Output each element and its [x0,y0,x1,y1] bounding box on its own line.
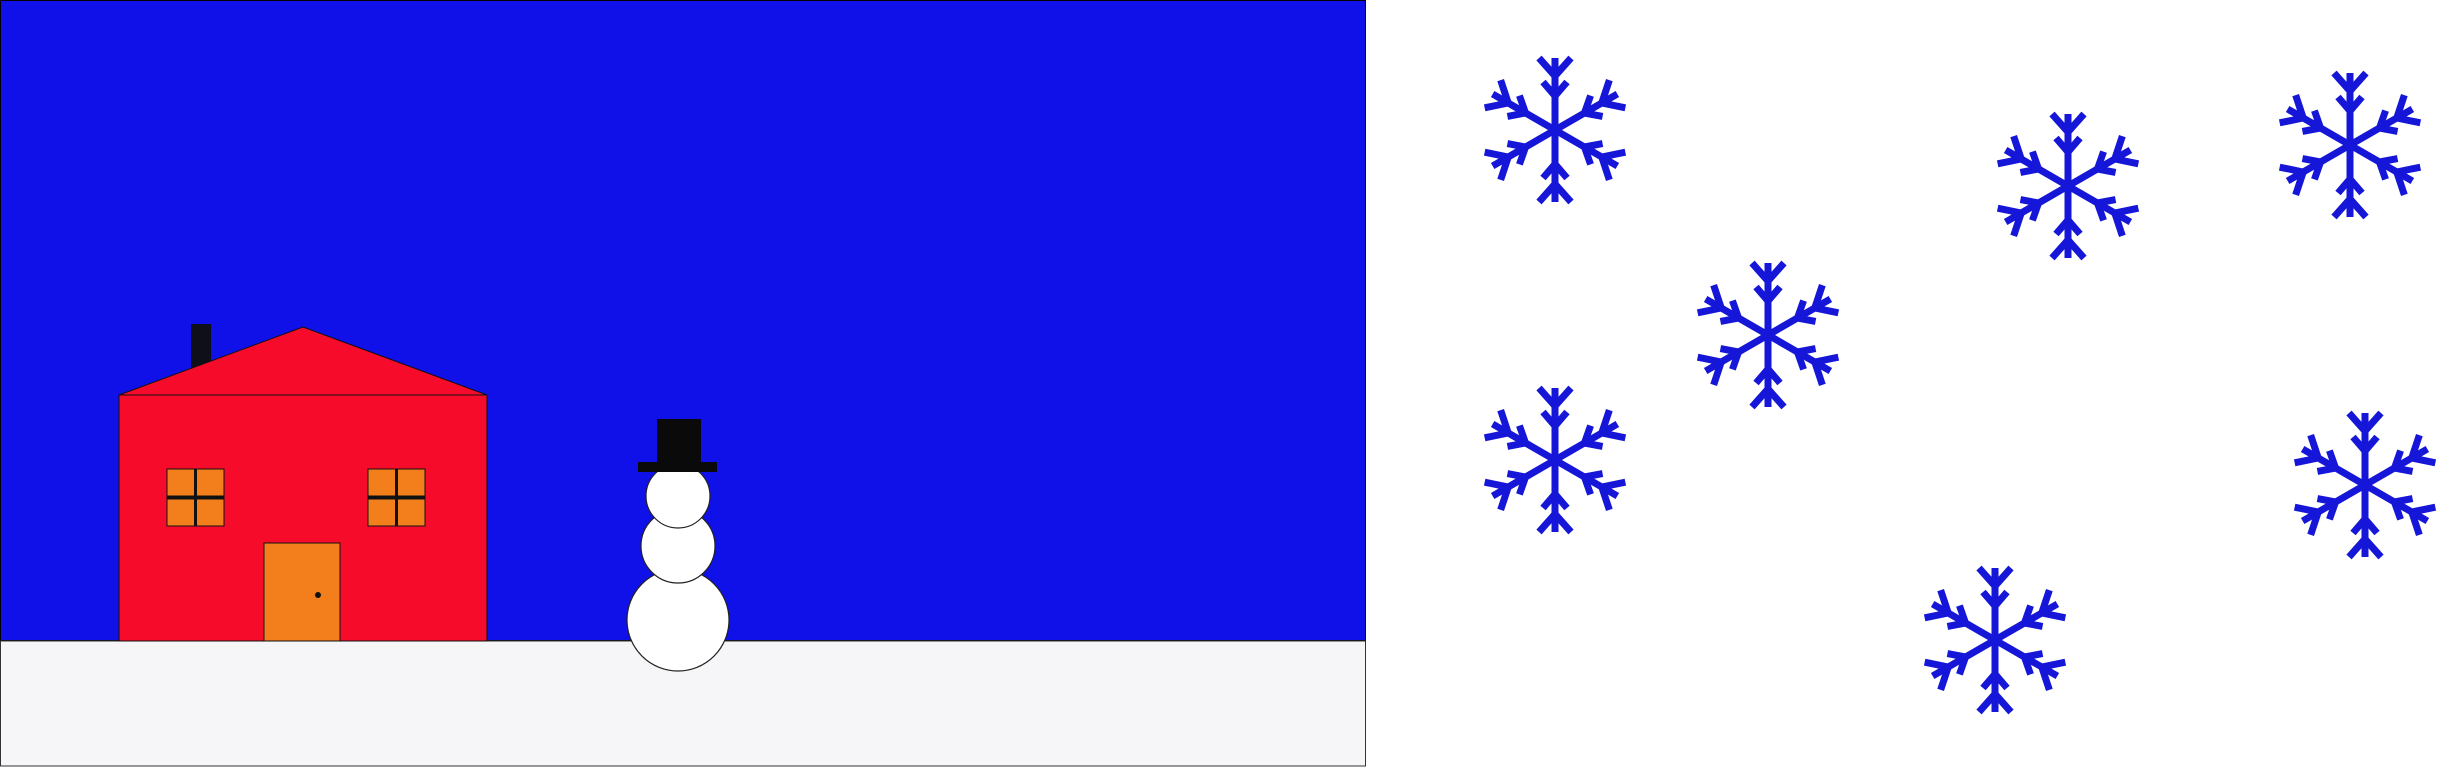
snowflake-icon [1485,58,1626,202]
house [118,324,488,642]
snowflake-icon [1698,263,1839,407]
snowman-bottom [626,568,730,672]
snowflake-icon [1998,114,2139,258]
snowflake-icon [2280,73,2421,217]
snowflake-icon [2295,413,2436,557]
top-hat [638,419,717,472]
snowflake-icon [1925,568,2066,712]
window-left [166,468,225,527]
snowman-head [645,463,711,529]
door [263,542,341,642]
window-right [367,468,426,527]
snowman [626,419,730,672]
scene-panel [0,0,1366,767]
snowflake-icon [1485,388,1626,532]
door-knob [315,592,321,598]
snowflake-panel [1485,58,2436,712]
